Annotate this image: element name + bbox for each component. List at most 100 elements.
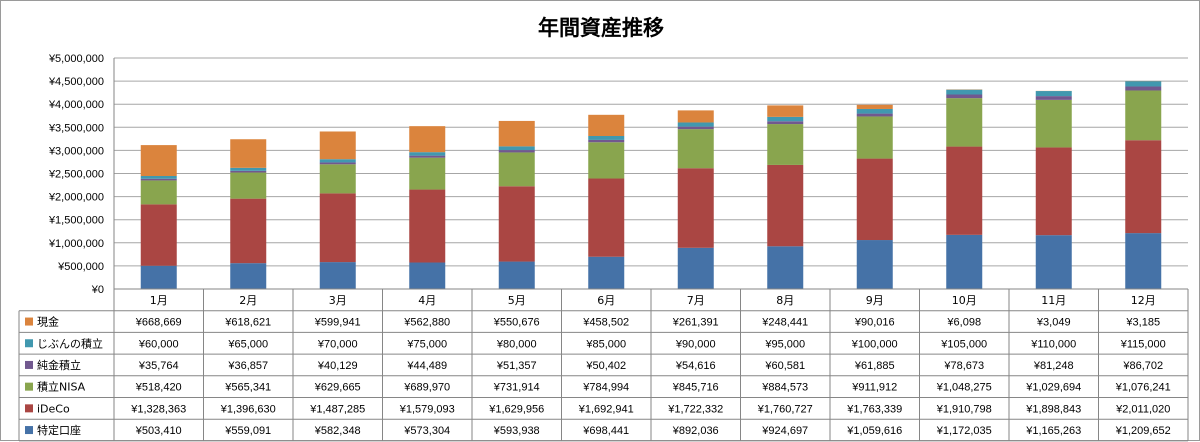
table-cell-value: ¥44,489 [406, 360, 447, 372]
bar-segment [678, 129, 714, 168]
bar-segment [678, 168, 714, 248]
x-tick-label: 5月 [508, 294, 526, 307]
table-cell-value: ¥90,000 [675, 338, 716, 350]
table-cell-value: ¥1,910,798 [936, 403, 992, 415]
bar-segment [857, 240, 893, 289]
table-cell-value: ¥698,441 [582, 425, 629, 437]
table-cell-value: ¥261,391 [672, 317, 719, 329]
x-tick-label: 9月 [866, 294, 884, 307]
bar-segment [1125, 81, 1161, 86]
bar-segment [320, 162, 356, 164]
y-tick-label: ¥1,500,000 [48, 215, 104, 227]
table-cell-value: ¥892,036 [672, 425, 719, 437]
table-cell-value: ¥61,885 [854, 360, 895, 372]
table-cell-value: ¥70,000 [317, 338, 358, 350]
bar-segment [946, 147, 982, 235]
y-tick-label: ¥4,500,000 [48, 76, 104, 88]
bar-segment [678, 248, 714, 289]
y-tick-label: ¥5,000,000 [48, 53, 104, 65]
bar-segment [230, 263, 266, 289]
table-cell-value: ¥599,941 [314, 317, 361, 329]
table-cell-value: ¥593,938 [493, 425, 540, 437]
bar-segment [857, 105, 893, 109]
bar-segment [499, 152, 535, 186]
bar-segment [499, 121, 535, 146]
table-cell-value: ¥95,000 [764, 338, 805, 350]
legend-key [25, 318, 33, 326]
legend-key [25, 383, 33, 391]
table-cell-value: ¥65,000 [227, 338, 268, 350]
table-cell-value: ¥924,697 [761, 425, 808, 437]
table-cell-value: ¥35,764 [138, 360, 179, 372]
x-tick-label: 11月 [1041, 294, 1066, 307]
bar-segment [141, 266, 177, 289]
bar-segment [320, 193, 356, 262]
bar-segment [409, 156, 445, 158]
table-cell-value: ¥1,328,363 [130, 403, 186, 415]
table-cell-value: ¥85,000 [585, 338, 626, 350]
series-label: 積立NISA [37, 380, 86, 394]
bar-segment [678, 122, 714, 126]
bar-segment [230, 173, 266, 199]
table-cell-value: ¥80,000 [496, 338, 537, 350]
table-cell-value: ¥1,579,093 [399, 403, 455, 415]
bar-segment [141, 180, 177, 204]
table-cell-value: ¥81,248 [1033, 360, 1074, 372]
chart-title: 年間資産推移 [538, 16, 664, 40]
table-cell-value: ¥1,629,956 [488, 403, 544, 415]
bar-segment [141, 176, 177, 179]
table-cell-value: ¥51,357 [496, 360, 537, 372]
table-cell-value: ¥1,760,727 [757, 403, 813, 415]
table-cell-value: ¥1,172,035 [936, 425, 992, 437]
bar-segment [320, 262, 356, 289]
bar-segment [946, 95, 982, 99]
table-cell-value: ¥518,420 [135, 382, 182, 394]
bar-segment [1036, 91, 1072, 96]
bar-segment [1036, 100, 1072, 148]
y-tick-label: ¥0 [91, 284, 104, 296]
bar-segment [588, 142, 624, 178]
legend-key [25, 426, 33, 434]
series-label: 現金 [37, 315, 59, 329]
bar-segment [320, 159, 356, 162]
table-cell-value: ¥105,000 [940, 338, 987, 350]
table-cell-value: ¥562,880 [403, 317, 450, 329]
bar-segment [1036, 235, 1072, 289]
bar-segment [141, 145, 177, 176]
y-tick-label: ¥1,000,000 [48, 238, 104, 250]
table-cell-value: ¥1,209,652 [1115, 425, 1171, 437]
bar-segment [1125, 90, 1161, 140]
x-tick-label: 3月 [329, 294, 347, 307]
table-cell-value: ¥731,914 [493, 382, 540, 394]
bar-segment [1036, 147, 1072, 235]
bar-segment [409, 126, 445, 152]
table-cell-value: ¥36,857 [227, 360, 268, 372]
gridlines [114, 58, 1188, 289]
y-tick-label: ¥2,000,000 [48, 192, 104, 204]
x-tick-label: 6月 [597, 294, 615, 307]
bar-segment [141, 204, 177, 265]
table-cell-value: ¥2,011,020 [1115, 403, 1170, 415]
bar-segment [588, 257, 624, 289]
table-cell-value: ¥629,665 [314, 382, 361, 394]
bar-segment [588, 136, 624, 140]
table-cell-value: ¥550,676 [493, 317, 540, 329]
series-label: iDeCo [37, 402, 70, 415]
table-cell-value: ¥1,763,339 [846, 403, 902, 415]
bar-segment [409, 158, 445, 190]
bar-segment [1125, 140, 1161, 233]
table-cell-value: ¥1,487,285 [309, 403, 365, 415]
bar-segment [409, 263, 445, 289]
table-cell-value: ¥911,912 [851, 382, 897, 394]
x-tick-label: 12月 [1131, 294, 1156, 307]
bar-segment [1125, 86, 1161, 90]
table-cell-value: ¥668,669 [135, 317, 182, 329]
table-cell-value: ¥784,994 [582, 382, 629, 394]
bar-segment [499, 186, 535, 261]
bar-segment [767, 121, 803, 124]
y-tick-label: ¥3,500,000 [48, 122, 104, 134]
table-cell-value: ¥60,000 [138, 338, 179, 350]
bar-segment [588, 140, 624, 142]
bar-segment [857, 109, 893, 114]
